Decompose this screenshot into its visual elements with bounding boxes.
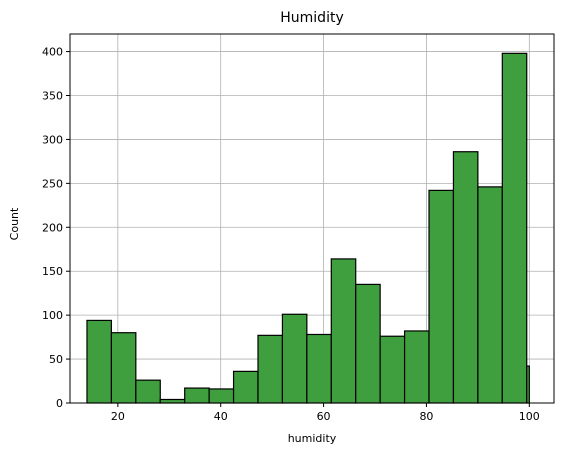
histogram-bar <box>135 379 161 404</box>
y-tick-label: 350 <box>42 90 63 103</box>
y-tick-label: 200 <box>42 221 63 234</box>
histogram-bar <box>428 189 455 404</box>
x-tick-label: 20 <box>111 410 125 423</box>
histogram-bar <box>159 398 186 404</box>
y-axis-label: Count <box>8 207 21 240</box>
histogram-bar <box>184 387 210 404</box>
y-tick-label: 0 <box>56 397 63 410</box>
axes-frame <box>69 33 555 404</box>
x-tick-label: 80 <box>419 410 433 423</box>
y-tick-label: 250 <box>42 177 63 190</box>
histogram-bar <box>86 319 113 404</box>
chart-title: Humidity <box>280 10 343 26</box>
y-tick-label: 100 <box>42 309 63 322</box>
y-tick-label: 400 <box>42 46 63 59</box>
histogram-bar <box>330 258 357 404</box>
histogram-bar <box>110 332 137 404</box>
histogram-bar <box>452 151 479 404</box>
histogram-bar <box>526 365 530 404</box>
x-axis-label: humidity <box>288 432 337 445</box>
histogram-bar <box>379 335 406 404</box>
y-tick-label: 150 <box>42 265 63 278</box>
histogram-bar <box>208 388 235 404</box>
y-tick-label: 50 <box>49 353 63 366</box>
histogram-bar <box>477 186 503 404</box>
histogram-bar <box>232 370 259 404</box>
histogram-bar <box>281 313 308 404</box>
histogram-bar <box>403 330 430 404</box>
x-tick-label: 40 <box>214 410 228 423</box>
histogram-bar <box>501 52 528 404</box>
x-tick-label: 100 <box>519 410 540 423</box>
plot-area: 20 40 60 80 100 0 50 100 150 200 250 300 350 400 <box>42 33 555 423</box>
x-tick-label: 60 <box>317 410 331 423</box>
histogram-bar <box>355 283 381 404</box>
histogram-bar <box>306 333 332 404</box>
y-tick-label: 300 <box>42 133 63 146</box>
histogram-bar <box>257 334 284 404</box>
